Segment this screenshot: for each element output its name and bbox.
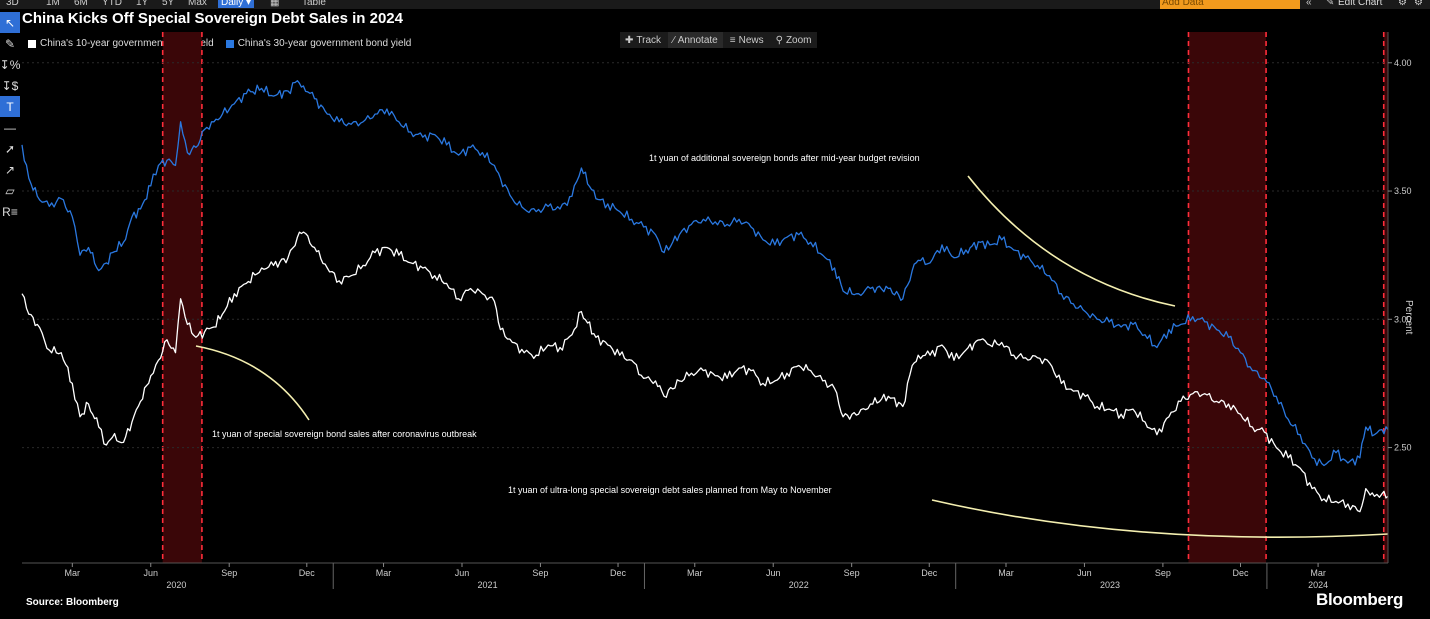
news-icon: ≡ bbox=[729, 34, 736, 46]
x-tick-label: Mar bbox=[376, 568, 392, 578]
gear-icon[interactable]: ⚙ bbox=[1414, 0, 1423, 8]
zoom-button[interactable]: ⚲ Zoom bbox=[775, 34, 812, 46]
chart-toolbar: ✚ Track ∕ Annotate ≡ News ⚲ Zoom bbox=[620, 32, 817, 48]
pencil-icon[interactable]: ✎ bbox=[1326, 0, 1335, 8]
dollar-tool-icon[interactable]: ↧$ bbox=[1, 78, 19, 93]
legend-item-10y[interactable]: China's 10-year government bond yield bbox=[28, 38, 214, 49]
chart-title: China Kicks Off Special Sovereign Debt S… bbox=[22, 10, 403, 27]
annotation-text: 1t yuan of special sovereign bond sales … bbox=[212, 429, 477, 439]
x-tick-label: Mar bbox=[1310, 568, 1326, 578]
y-axis: 4.00 3.50 3.00 2.50 bbox=[1387, 32, 1412, 563]
x-tick-label: Jun bbox=[143, 568, 158, 578]
text-tool-icon[interactable]: T bbox=[0, 96, 20, 117]
x-year-label: 2022 bbox=[789, 580, 809, 590]
x-tick-label: Dec bbox=[299, 568, 316, 578]
add-data-input[interactable]: Add Data bbox=[1160, 0, 1300, 9]
event-bands bbox=[161, 32, 1388, 563]
x-tick-label: Mar bbox=[687, 568, 703, 578]
x-tick-label: Dec bbox=[921, 568, 938, 578]
x-year-label: 2023 bbox=[1100, 580, 1120, 590]
y-tick-label: 2.50 bbox=[1394, 443, 1412, 453]
series-line-30y bbox=[21, 80, 1389, 467]
source-note: Source: Bloomberg bbox=[26, 597, 119, 608]
bloomberg-logo: Bloomberg bbox=[1316, 590, 1404, 609]
x-year-label: 2020 bbox=[166, 580, 186, 590]
range-1m-button[interactable]: 1M bbox=[46, 0, 60, 8]
event-band-0 bbox=[162, 32, 202, 563]
x-tick-label: Sep bbox=[532, 568, 548, 578]
legend-label: China's 30-year government bond yield bbox=[237, 38, 412, 49]
edit-chart-button[interactable]: Edit Chart bbox=[1338, 0, 1383, 8]
legend-swatch bbox=[225, 39, 234, 48]
x-axis: Mar Jun Sep Dec Mar Jun Sep Dec Mar Jun Sep Dec Mar J… bbox=[22, 562, 1388, 590]
x-tick-label: Mar bbox=[65, 568, 81, 578]
retracement-icon[interactable]: R≡ bbox=[2, 204, 18, 219]
event-band-2 bbox=[1383, 32, 1388, 563]
range-1y-button[interactable]: 1Y bbox=[136, 0, 149, 8]
legend: China's 10-year government bond yield Ch… bbox=[28, 38, 411, 49]
range-ytd-button[interactable]: YTD bbox=[102, 0, 122, 8]
x-tick-label: Sep bbox=[1155, 568, 1171, 578]
chevron-left-icon[interactable]: « bbox=[1306, 0, 1312, 8]
gridlines bbox=[22, 62, 1388, 449]
annotations: 1t yuan of special sovereign bond sales … bbox=[212, 153, 920, 495]
channel-icon[interactable]: ▱ bbox=[5, 183, 15, 198]
ray-icon[interactable]: ↗ bbox=[4, 162, 16, 177]
x-tick-label: Jun bbox=[455, 568, 470, 578]
annotate-button[interactable]: ∕ Annotate bbox=[668, 32, 723, 48]
frequency-select[interactable]: Daily ▾ bbox=[218, 0, 255, 8]
event-band-1 bbox=[1188, 32, 1267, 563]
percent-tool-icon[interactable]: ↧% bbox=[0, 57, 21, 72]
annotation-curve-2024 bbox=[931, 499, 1389, 538]
x-tick-label: Dec bbox=[610, 568, 627, 578]
trendline-icon[interactable]: ➚ bbox=[4, 141, 16, 156]
x-tick-label: Jun bbox=[766, 568, 781, 578]
settings-icon[interactable]: ⚙ bbox=[1398, 0, 1407, 8]
x-tick-label: Sep bbox=[844, 568, 860, 578]
series-lines bbox=[21, 80, 1389, 513]
annotation-text: 1t yuan of additional sovereign bonds af… bbox=[649, 153, 920, 163]
annotation-text: 1t yuan of ultra-long special sovereign … bbox=[508, 485, 832, 495]
x-tick-label: Mar bbox=[998, 568, 1014, 578]
pointer-icon[interactable]: ↖ bbox=[0, 12, 20, 33]
top-toolbar: 3D 1M 6M YTD 1Y 5Y Max Daily ▾ ▦ Table A… bbox=[0, 0, 1430, 9]
pen-icon[interactable]: ✎ bbox=[4, 36, 16, 51]
range-6m-button[interactable]: 6M bbox=[74, 0, 88, 8]
legend-swatch bbox=[28, 39, 36, 48]
y-tick-label: 4.00 bbox=[1394, 58, 1412, 68]
x-tick-label: Jun bbox=[1077, 568, 1092, 578]
range-3d-button[interactable]: 3D bbox=[6, 0, 19, 8]
x-tick-label: Dec bbox=[1232, 568, 1249, 578]
y-tick-label: 3.00 bbox=[1394, 314, 1412, 324]
annotation-curves bbox=[195, 175, 1389, 538]
legend-item-30y[interactable]: China's 30-year government bond yield bbox=[225, 38, 412, 49]
y-axis-label: Percent bbox=[1403, 300, 1414, 335]
x-year-label: 2021 bbox=[478, 580, 498, 590]
x-year-label: 2024 bbox=[1308, 580, 1328, 590]
news-button[interactable]: ≡ News bbox=[729, 34, 764, 46]
crosshair-icon: ✚ bbox=[625, 34, 634, 46]
series-line-10y bbox=[21, 231, 1389, 513]
annotate-icon: ∕ bbox=[673, 34, 675, 46]
horizontal-line-icon[interactable]: — bbox=[4, 120, 16, 135]
annotation-curve-2023 bbox=[967, 175, 1176, 307]
range-5y-button[interactable]: 5Y bbox=[162, 0, 175, 8]
x-tick-label: Sep bbox=[221, 568, 237, 578]
drawing-toolbar: ↖ ✎ ↧% ↧$ T — ➚ ↗ ▱ R≡ bbox=[0, 12, 20, 222]
table-icon[interactable]: ▦ bbox=[270, 0, 280, 8]
track-button[interactable]: ✚ Track bbox=[625, 34, 662, 46]
search-icon: ⚲ bbox=[775, 34, 783, 46]
y-tick-label: 3.50 bbox=[1394, 186, 1412, 196]
range-max-button[interactable]: Max bbox=[188, 0, 207, 8]
annotation-curve-2020 bbox=[195, 345, 310, 421]
table-button[interactable]: Table bbox=[302, 0, 326, 8]
legend-label: China's 10-year government bond yield bbox=[40, 38, 214, 49]
